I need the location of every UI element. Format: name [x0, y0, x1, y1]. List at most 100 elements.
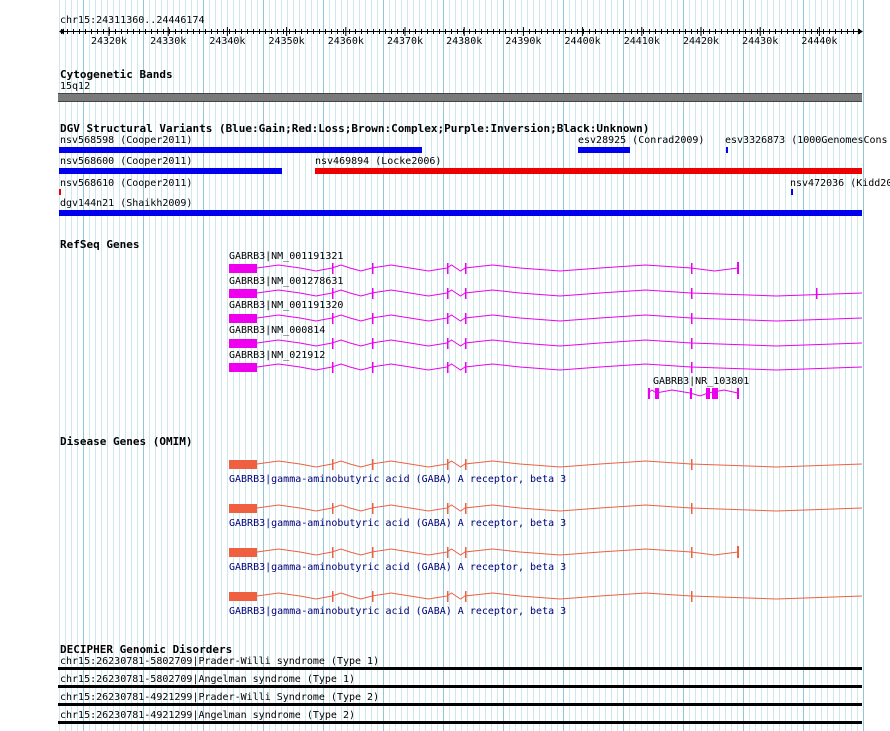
dgv-feature-bar[interactable] — [315, 168, 862, 174]
exon-tick — [372, 547, 374, 558]
cytoband-bar[interactable] — [58, 93, 862, 102]
exon-tick — [447, 459, 449, 470]
exon-tick — [447, 263, 449, 274]
exon-tick — [465, 263, 467, 274]
decipher-label: chr15:26230781-5802709|Angelman syndrome… — [60, 674, 356, 685]
ruler-tick-label: 24370k — [387, 36, 423, 47]
refseq-gene-model[interactable] — [229, 288, 863, 299]
exon-tick — [691, 288, 693, 299]
exon-block — [229, 339, 257, 348]
refseq-gene-label: GABRB3|NM_001278631 — [229, 276, 344, 287]
refseq-gene-model[interactable] — [229, 313, 863, 324]
exon-tick — [691, 459, 693, 470]
cytoband-label: 15q12 — [60, 81, 91, 92]
dgv-feature-bar[interactable] — [59, 147, 422, 153]
decipher-feature-bar[interactable] — [58, 685, 862, 688]
ruler-tick-label: 24390k — [505, 36, 541, 47]
exon-tick — [465, 547, 467, 558]
exon-tick — [737, 388, 739, 399]
decipher-track-title: DECIPHER Genomic Disorders — [60, 643, 233, 656]
dgv-feature-bar[interactable] — [59, 210, 862, 216]
exon-tick — [716, 388, 718, 399]
ruler[interactable]: 24320k 24330k 24340k 24350k 24360k 24370k 2438… — [58, 26, 864, 48]
exon-tick — [332, 503, 334, 514]
exon-tick — [447, 547, 449, 558]
dgv-label: nsv469894 (Locke2006) — [315, 156, 442, 167]
intron-line — [256, 504, 863, 512]
refseq-gene-label: GABRB3|NM_001191321 — [229, 251, 344, 262]
exon-tick — [816, 288, 818, 299]
ruler-tick-label: 24410k — [624, 36, 660, 47]
exon-tick — [691, 591, 693, 602]
dgv-feature-bar[interactable] — [59, 168, 282, 174]
exon-tick — [372, 459, 374, 470]
exon-tick — [465, 362, 467, 373]
dgv-track-title: DGV Structural Variants (Blue:Gain;Red:L… — [60, 122, 650, 135]
ruler-tick-label: 24400k — [565, 36, 601, 47]
refseq-gene-model[interactable] — [229, 362, 863, 373]
dgv-label: nsv568610 (Cooper2011) — [60, 178, 193, 189]
exon-block — [229, 363, 257, 372]
exon-tick — [332, 313, 334, 324]
exon-tick — [372, 313, 374, 324]
exon-tick — [332, 263, 334, 274]
exon-block — [229, 548, 257, 557]
exon-tick — [691, 263, 693, 274]
exon-block — [229, 264, 257, 273]
exon-block — [229, 460, 257, 469]
exon-tick — [332, 338, 334, 349]
dgv-feature-bar[interactable] — [726, 147, 728, 153]
exon-tick — [691, 362, 693, 373]
refseq-gene-model[interactable] — [647, 388, 739, 399]
exon-tick — [691, 547, 693, 558]
exon-tick — [372, 503, 374, 514]
dgv-feature-bar[interactable] — [578, 147, 630, 153]
dgv-feature-bar[interactable] — [59, 189, 61, 195]
omim-gene-label: GABRB3|gamma-aminobutyric acid (GABA) A … — [229, 474, 567, 485]
exon-tick — [447, 313, 449, 324]
refseq-gene-model[interactable] — [229, 262, 739, 274]
ruler-tick-label: 24420k — [683, 36, 719, 47]
exon-tick — [691, 313, 693, 324]
refseq-gene-model[interactable] — [229, 338, 863, 349]
omim-gene-model[interactable] — [229, 459, 863, 470]
exon-tick — [648, 388, 650, 399]
dgv-feature-bar[interactable] — [791, 189, 793, 195]
decipher-label: chr15:26230781-4921299|Prader-Willi Synd… — [60, 692, 380, 703]
ruler-tick-label: 24380k — [446, 36, 482, 47]
ruler-tick-label: 24430k — [742, 36, 778, 47]
exon-tick — [465, 591, 467, 602]
decipher-feature-bar[interactable] — [58, 703, 862, 706]
ruler-tick-label: 24320k — [91, 36, 127, 47]
decipher-feature-bar[interactable] — [58, 721, 862, 724]
decipher-feature-bar[interactable] — [58, 667, 862, 670]
exon-tick — [691, 503, 693, 514]
exon-block — [229, 504, 257, 513]
exon-block — [229, 592, 257, 601]
exon-tick — [447, 591, 449, 602]
omim-gene-model[interactable] — [229, 546, 739, 558]
omim-gene-label: GABRB3|gamma-aminobutyric acid (GABA) A … — [229, 562, 567, 573]
omim-track-title: Disease Genes (OMIM) — [60, 435, 193, 448]
ruler-tick-label: 24440k — [801, 36, 837, 47]
exon-tick — [712, 388, 716, 399]
dgv-label: esv3326873 (1000GenomesCons — [725, 135, 888, 146]
exon-tick — [737, 546, 739, 558]
refseq-gene-label: GABRB3|NM_001191320 — [229, 300, 344, 311]
dgv-label: esv28925 (Conrad2009) — [578, 135, 705, 146]
exon-block — [229, 289, 257, 298]
intron-line — [256, 460, 863, 468]
exon-tick — [737, 262, 739, 274]
exon-tick — [372, 288, 374, 299]
omim-gene-model[interactable] — [229, 503, 863, 514]
exon-tick — [690, 388, 692, 399]
omim-gene-model[interactable] — [229, 591, 863, 602]
exon-tick — [332, 362, 334, 373]
refseq-gene-label: GABRB3|NM_021912 — [229, 350, 326, 361]
ruler-tick-label: 24340k — [209, 36, 245, 47]
dgv-label: nsv472036 (Kidd20 — [790, 178, 890, 189]
ruler-tick-label: 24360k — [328, 36, 364, 47]
exon-tick — [372, 263, 374, 274]
